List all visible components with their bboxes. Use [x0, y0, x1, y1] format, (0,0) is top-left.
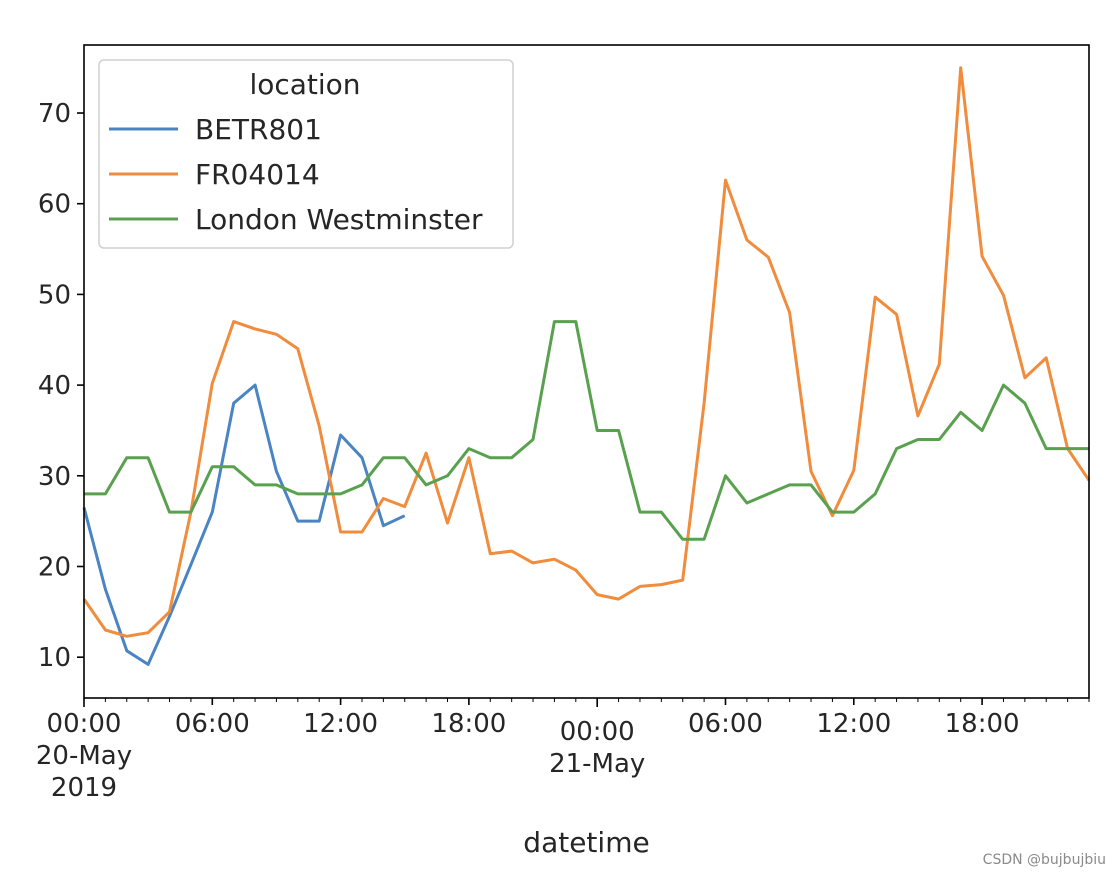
- x-tick-label: 2019: [51, 773, 117, 803]
- y-tick-label: 30: [38, 462, 71, 492]
- x-tick-label: 21-May: [549, 749, 645, 779]
- x-tick-label: 12:00: [816, 709, 891, 739]
- legend-label-2: London Westminster: [195, 203, 483, 236]
- y-tick-label: 60: [38, 190, 71, 220]
- x-tick-label: 18:00: [945, 709, 1020, 739]
- watermark: CSDN @bujbujbiu: [982, 852, 1106, 868]
- x-tick-label: 00:00: [47, 709, 122, 739]
- legend-label-0: BETR801: [195, 113, 322, 146]
- y-tick-label: 50: [38, 280, 71, 310]
- x-tick-label: 00:00: [560, 717, 635, 747]
- y-tick-label: 70: [38, 99, 71, 129]
- plot-frame: [83, 44, 1090, 699]
- series-line-2: [84, 320, 1089, 541]
- x-axis-label: datetime: [523, 826, 649, 859]
- y-tick-label: 20: [38, 552, 71, 582]
- x-tick-label: 12:00: [303, 709, 378, 739]
- legend-label-1: FR04014: [195, 158, 320, 191]
- series-line-1: [82, 66, 1091, 638]
- legend-title: location: [249, 68, 360, 101]
- legend: location BETR801 FR04014 London Westminster: [98, 59, 514, 249]
- series-line-0: [82, 383, 406, 666]
- y-tick-label: 10: [38, 643, 71, 673]
- y-tick-label: 40: [38, 371, 71, 401]
- y-axis: 10 20 30 40 50 60 70: [38, 99, 84, 673]
- x-tick-label: 18:00: [431, 709, 506, 739]
- legend-box: [98, 59, 514, 249]
- x-tick-label: 06:00: [175, 709, 250, 739]
- x-tick-label: 20-May: [36, 741, 132, 771]
- series-layer: [82, 66, 1091, 666]
- x-tick-label: 06:00: [688, 709, 763, 739]
